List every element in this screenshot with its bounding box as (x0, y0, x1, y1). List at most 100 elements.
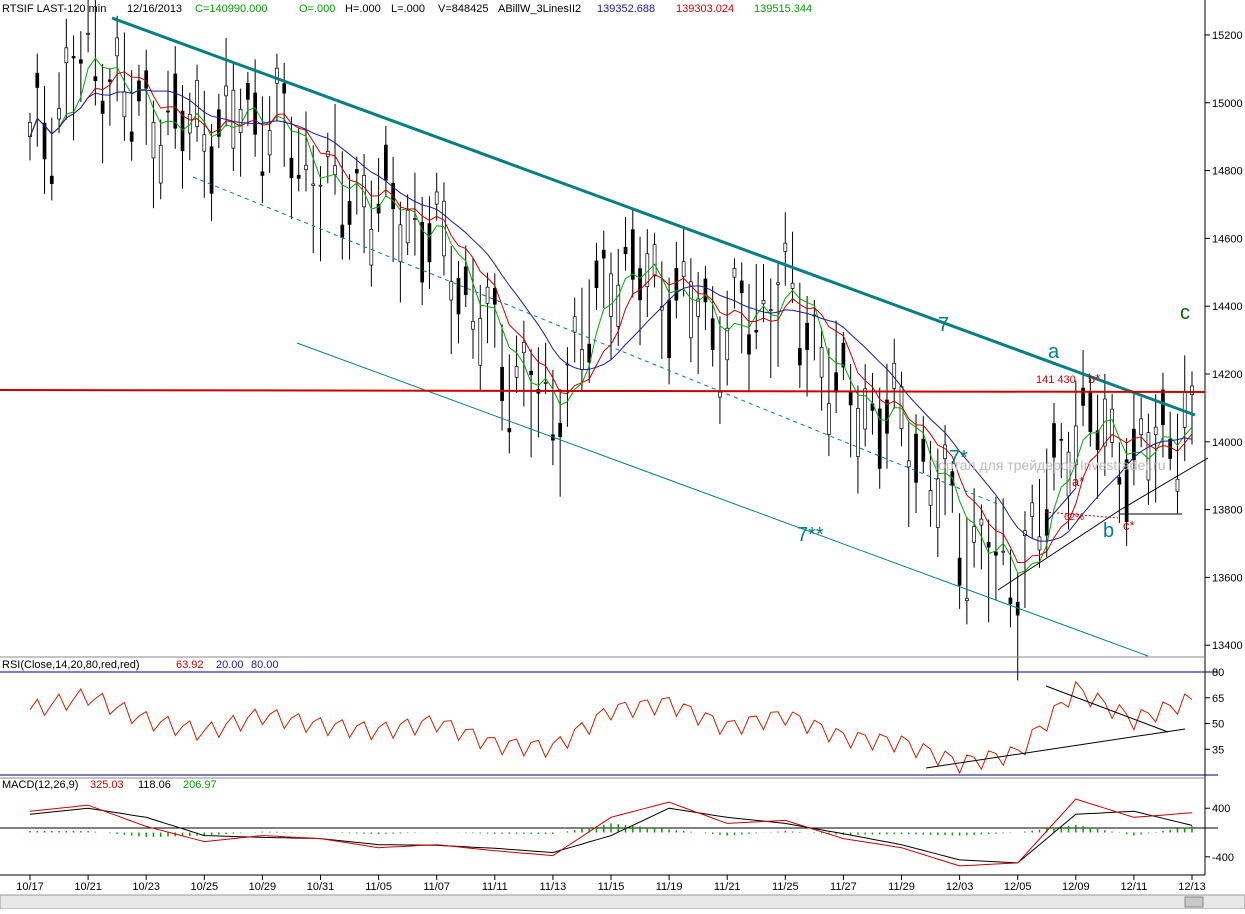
price-candle-body (296, 174, 301, 179)
price-candle-body (86, 33, 90, 35)
price-candle-body (449, 281, 454, 301)
price-candle-body (71, 56, 76, 59)
price-candle-body (797, 348, 802, 366)
price-candle-body (790, 282, 795, 289)
price-candle-body (957, 557, 962, 586)
time-tick-label: 11/21 (714, 881, 741, 893)
mid-channel-line (192, 176, 1001, 506)
price-candle-body (434, 191, 439, 205)
price-candle-body (921, 438, 926, 462)
price-tick-label: 14400 (1212, 301, 1243, 313)
time-tick-label: 10/23 (132, 881, 160, 893)
header-symbol: RTSIF LAST-120 min (2, 3, 106, 15)
macd-signal-value: 118.06 (138, 779, 171, 791)
macd-tick-label: -400 (1212, 852, 1234, 864)
price-candle-body (1044, 509, 1049, 536)
main-downtrend-line (111, 16, 1196, 417)
price-candle-body (1073, 425, 1078, 466)
price-candle-body (630, 229, 635, 280)
wave-label-c: c (1180, 302, 1190, 324)
ma-green-line (29, 57, 1193, 574)
price-candle-body (311, 183, 316, 186)
price-candle-body (1139, 418, 1144, 436)
price-candle-body (151, 122, 156, 159)
lower-channel-line (296, 342, 1149, 657)
price-candle-body (986, 542, 991, 548)
time-tick-label: 12/11 (1121, 881, 1148, 893)
price-candle-body (935, 478, 940, 528)
price-candle-body (1153, 426, 1158, 436)
price-candle-body (202, 134, 207, 152)
price-candle-body (834, 372, 838, 393)
price-candle-body (1110, 408, 1114, 443)
price-candle-body (616, 284, 621, 327)
price-candle-body (725, 327, 730, 361)
time-tick-label: 11/29 (888, 881, 915, 893)
header-volume: V=848425 (438, 3, 488, 15)
price-plot (28, 0, 1194, 681)
price-tick-label: 13600 (1212, 572, 1243, 584)
price-candle-body (1095, 430, 1100, 450)
price-candle-body (1001, 550, 1006, 553)
time-tick-label: 10/29 (249, 881, 277, 893)
price-candle-body (943, 444, 947, 460)
price-candle-body (195, 80, 199, 127)
price-candle-body (1102, 398, 1107, 447)
price-candle-body (761, 300, 766, 305)
price-candle-body (282, 83, 287, 94)
price-candle-body (1081, 387, 1085, 406)
price-candle-body (768, 309, 773, 312)
price-candle-body (1037, 536, 1042, 551)
support-line-1 (997, 509, 1121, 591)
horizontal-scrollbar[interactable] (0, 894, 1245, 910)
macd-plot (29, 798, 1193, 867)
header-low: L=.000 (391, 3, 425, 15)
price-candle-body (42, 122, 47, 160)
price-candle-body (209, 146, 214, 194)
price-candle-body (246, 83, 250, 100)
price-candle-body (594, 260, 599, 288)
price-candle-body (1161, 389, 1165, 425)
price-axis: 13400 13600 13800 14000 14200 14400 14600 14800… (1205, 30, 1243, 652)
price-candle-body (78, 59, 83, 64)
price-candle-body (354, 169, 359, 174)
price-candle-body (289, 157, 294, 179)
price-tick-label: 15000 (1212, 98, 1243, 110)
wave-label-7: 7 (938, 314, 949, 336)
price-candle-body (1146, 432, 1151, 481)
fib-dotted-line (1044, 511, 1119, 519)
price-candle-body (914, 433, 918, 483)
price-candle-body (710, 318, 715, 350)
price-candle-body (478, 317, 483, 366)
price-candle-body (427, 223, 432, 263)
price-tick-label: 14200 (1212, 369, 1243, 381)
price-candle-body (442, 200, 446, 257)
price-candle-body (1124, 459, 1129, 523)
price-candle-body (856, 407, 860, 457)
price-candle-body (376, 203, 381, 214)
time-tick-label: 10/31 (307, 881, 335, 893)
price-candle-body (819, 347, 824, 378)
a-star-line (1047, 487, 1077, 521)
trend-annotations: 7 a b c 7* 7** a* b* c* 141 430 62% Порт… (0, 16, 1209, 657)
price-candle-body (1008, 597, 1013, 605)
header-ma-blue: 139352.688 (597, 3, 655, 15)
price-candle-body (827, 403, 831, 435)
rsi-lower: 20.00 (216, 659, 244, 671)
price-candle-body (231, 89, 236, 149)
price-candle-body (122, 91, 127, 118)
rsi-support-line (925, 728, 1186, 769)
time-tick-label: 10/17 (16, 881, 44, 893)
scrollbar-thumb[interactable] (1184, 896, 1204, 908)
wave-label-7-star: 7* (949, 447, 968, 469)
wave-label-c-star: c* (1123, 518, 1135, 533)
price-candle-body (652, 244, 657, 277)
time-tick-label: 10/21 (74, 881, 102, 893)
level-value-label: 141 430 (1036, 374, 1076, 386)
header-ma-green: 139515.344 (754, 3, 812, 15)
price-candle-body (93, 76, 98, 82)
time-tick-label: 12/03 (946, 881, 974, 893)
price-candle-body (108, 79, 112, 82)
fib-label: 62% (1064, 512, 1084, 523)
time-tick-label: 11/19 (656, 881, 683, 893)
